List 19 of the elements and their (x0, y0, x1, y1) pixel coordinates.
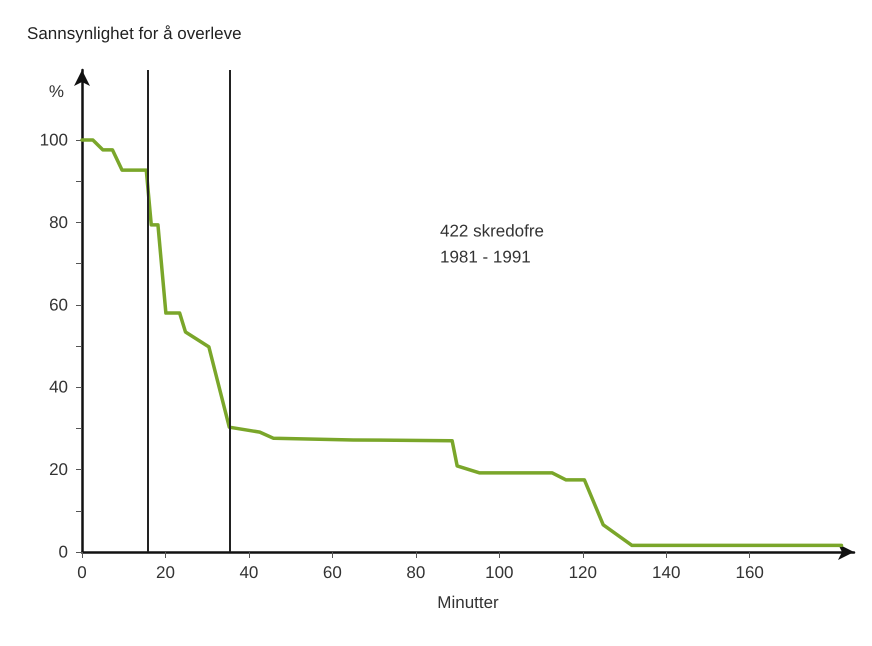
y-tick-label: 0 (58, 542, 68, 562)
y-tick-label: 60 (49, 295, 68, 314)
x-tick-label: 40 (239, 563, 258, 582)
x-axis-title: Minutter (437, 593, 500, 612)
y-axis-title: % (48, 82, 64, 101)
x-tick-label: 20 (156, 563, 175, 582)
x-tick-label: 160 (735, 563, 764, 582)
x-tick-label: 60 (322, 563, 342, 582)
y-tick-label: 20 (49, 460, 68, 480)
x-tick-label: 80 (406, 563, 426, 582)
chart-title: Sannsynlighet for å overleve (27, 24, 242, 43)
y-tick-label: 80 (49, 212, 68, 232)
y-tick-label: 100 (40, 130, 68, 150)
annotation: 422 skredofre 1981 - 1991 (440, 222, 544, 266)
y-tick-label: 40 (49, 378, 68, 397)
x-tick-label: 100 (485, 563, 514, 582)
x-tick-label: 0 (77, 563, 87, 582)
x-tick-label: 120 (568, 563, 597, 582)
x-tick-label: 140 (652, 563, 680, 582)
